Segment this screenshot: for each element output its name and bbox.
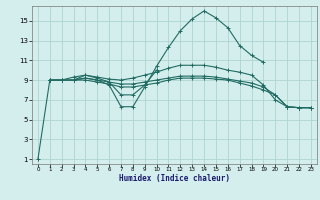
X-axis label: Humidex (Indice chaleur): Humidex (Indice chaleur) — [119, 174, 230, 183]
